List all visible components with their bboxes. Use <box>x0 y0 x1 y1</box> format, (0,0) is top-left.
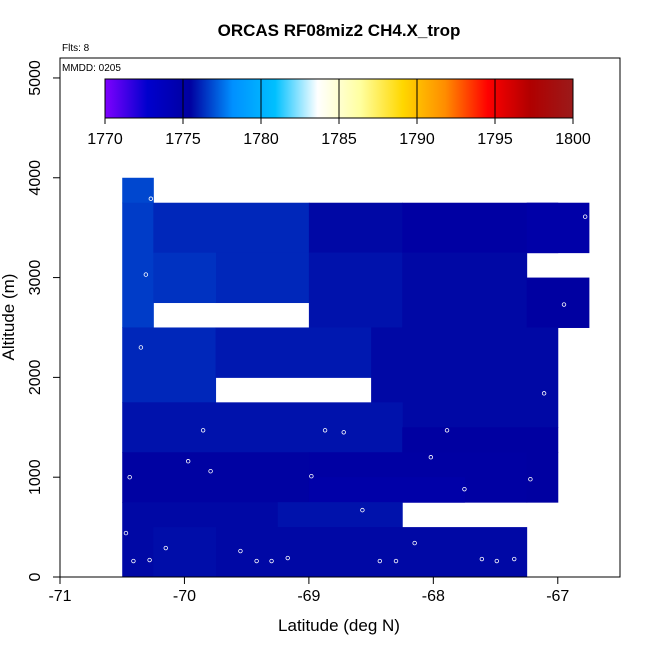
x-tick-label: -68 <box>422 588 445 605</box>
heatmap-cell <box>308 202 403 254</box>
flight-point <box>127 474 132 480</box>
heatmap-cell <box>402 252 528 328</box>
colorbar-tick-label: 1785 <box>321 131 357 148</box>
y-tick-label: 1000 <box>27 459 44 495</box>
flight-point <box>285 555 290 561</box>
heatmap-cell <box>122 327 217 403</box>
x-tick-label: -70 <box>173 588 196 605</box>
heatmap-cell <box>277 502 403 528</box>
flight-point <box>185 459 191 464</box>
flight-point <box>341 430 346 435</box>
flight-point <box>360 507 365 513</box>
flight-point <box>377 558 383 564</box>
x-tick-label: -69 <box>297 588 320 605</box>
flight-point <box>147 557 152 563</box>
flight-point <box>512 556 517 562</box>
heatmap-cell <box>215 252 310 304</box>
heatmap-cell <box>122 402 403 453</box>
flight-point <box>412 540 417 546</box>
flight-track-points <box>123 196 588 564</box>
colorbar-tick-label: 1780 <box>243 131 279 148</box>
flight-point <box>269 558 274 564</box>
heatmap-cell <box>153 252 217 304</box>
x-tick-label: -71 <box>48 588 71 605</box>
heatmap-cell <box>122 202 154 328</box>
colorbar-tick-label: 1790 <box>399 131 435 148</box>
flight-point <box>582 214 588 219</box>
colorbar-tick-label: 1770 <box>87 131 123 148</box>
flight-point <box>393 558 399 564</box>
x-axis: -71 -70 -69 -68 -67 <box>48 576 569 605</box>
y-tick-label: 3000 <box>27 260 44 296</box>
colorbar-tick-label: 1775 <box>165 131 201 148</box>
heatmap-cells <box>122 177 590 578</box>
flight-point <box>131 558 136 564</box>
flight-point <box>138 345 144 350</box>
flight-point <box>541 391 547 396</box>
heatmap-cell <box>122 177 154 204</box>
heatmap-cell <box>215 327 372 378</box>
flight-point <box>561 302 567 307</box>
heatmap-cell <box>308 477 465 503</box>
y-tick-label: 4000 <box>27 160 44 196</box>
flight-point <box>428 455 434 460</box>
colorbar-ticks: 1770 1775 1780 1785 1790 1795 1800 <box>87 79 591 148</box>
y-axis: 0 1000 2000 3000 4000 5000 <box>27 60 61 581</box>
flight-point <box>528 476 533 482</box>
flight-point <box>238 548 243 554</box>
y-tick-label: 5000 <box>27 60 44 96</box>
flight-point <box>254 558 259 564</box>
y-axis-title: Altitude (m) <box>0 274 18 361</box>
date-note: MMDD: 0205 <box>62 63 121 74</box>
flight-point <box>444 428 450 433</box>
flights-count-note: Flts: 8 <box>62 43 90 54</box>
flight-point <box>200 428 206 433</box>
heatmap-cell <box>308 252 403 328</box>
colorbar: 1770 1775 1780 1785 1790 1795 1800 <box>87 78 591 148</box>
heatmap-cell <box>526 452 559 503</box>
flight-point <box>123 530 129 536</box>
heatmap-cell <box>402 427 559 453</box>
flight-point <box>309 473 314 479</box>
flight-point <box>163 545 168 551</box>
heatmap-cell <box>153 202 310 254</box>
y-tick-label: 2000 <box>27 359 44 395</box>
flight-point <box>494 558 499 564</box>
heatmap-cell <box>277 527 528 578</box>
flight-point <box>148 196 154 201</box>
heatmap-cell <box>526 277 590 328</box>
y-tick-label: 0 <box>27 572 44 581</box>
flight-point <box>322 428 328 433</box>
colorbar-tick-label: 1800 <box>555 131 591 148</box>
heatmap-cell <box>526 202 590 254</box>
flight-point <box>143 272 149 277</box>
x-axis-title: Latitude (deg N) <box>278 616 400 635</box>
heatmap-cell <box>153 527 217 578</box>
chart-title: ORCAS RF08miz2 CH4.X_trop <box>218 21 461 40</box>
flight-point <box>208 469 213 474</box>
x-tick-label: -67 <box>546 588 569 605</box>
heatmap-cell <box>122 452 310 503</box>
colorbar-tick-label: 1795 <box>477 131 513 148</box>
flight-point <box>462 486 467 492</box>
flight-point <box>479 556 485 562</box>
